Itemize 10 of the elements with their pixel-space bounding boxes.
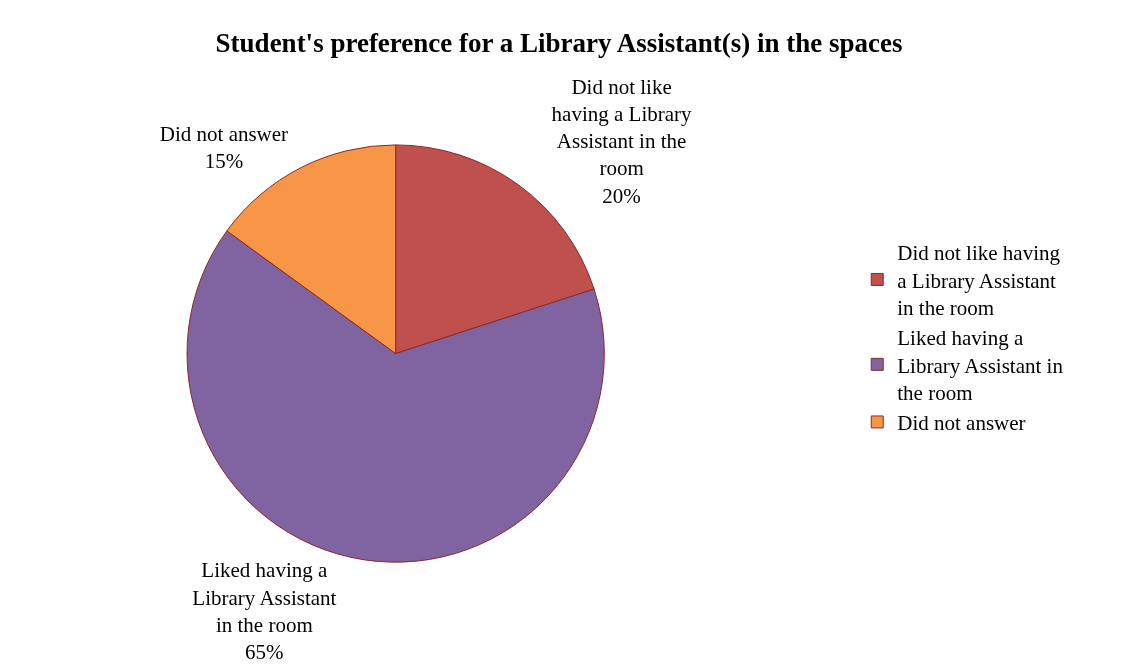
slice-label: Liked having a Library Assistant in the room (192, 558, 337, 637)
slice-label: Did not answer (159, 121, 289, 146)
legend-label: Liked having a Library Assistant in the room (897, 326, 1064, 405)
legend-label: Did not answer (897, 411, 1026, 436)
legend-label: Did not like having a Library Assistant in the room (897, 241, 1061, 320)
slice-label: Did not like having a Library Assistant in the room (551, 74, 693, 181)
data-label: 15% (204, 148, 244, 173)
data-label: 65% (245, 640, 284, 665)
chart-title: Student's preference for a Library Assistant(s) in the spaces (215, 28, 903, 59)
data-label: 20% (602, 183, 641, 208)
